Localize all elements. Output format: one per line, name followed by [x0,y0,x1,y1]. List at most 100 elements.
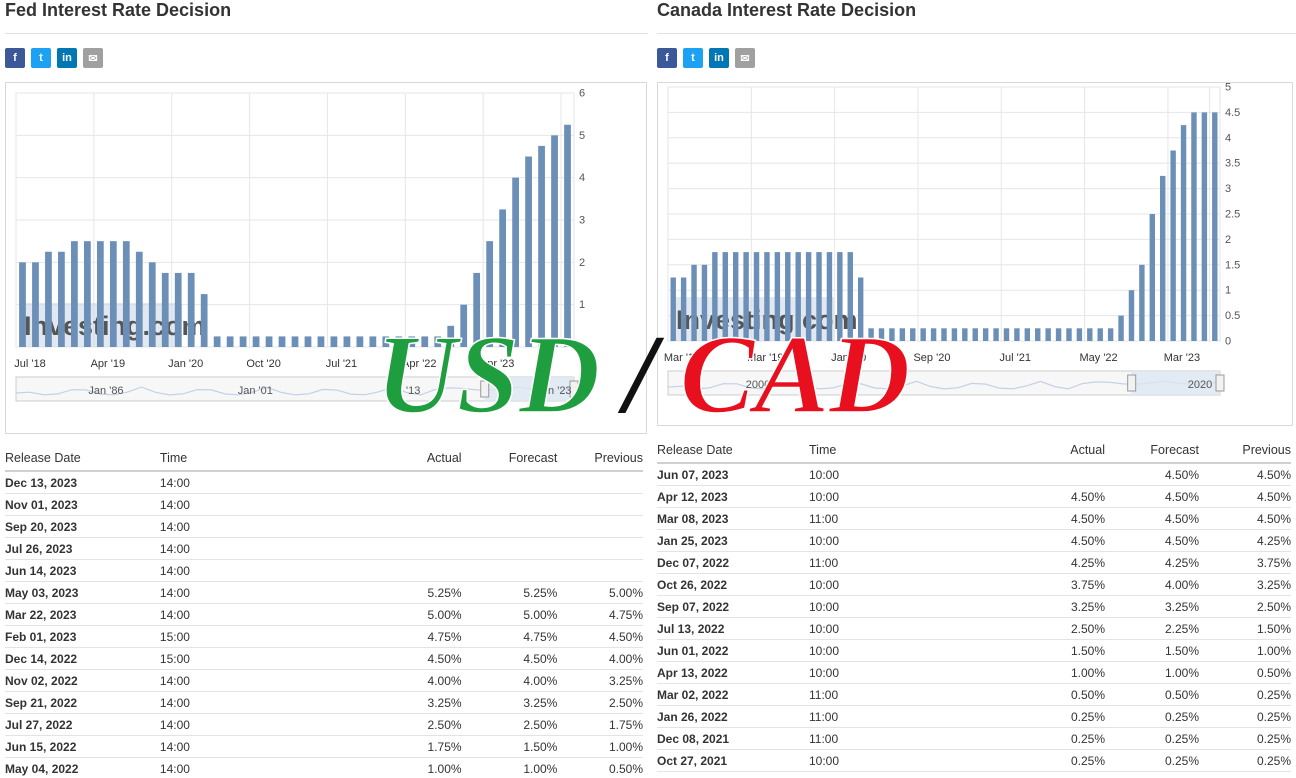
rate-bar[interactable] [1139,264,1145,341]
rate-bar[interactable] [525,156,532,348]
rate-bar[interactable] [1066,328,1072,341]
rate-bar[interactable] [408,336,416,347]
navigator-handle[interactable] [569,380,579,398]
twitter-icon[interactable]: t [683,48,703,68]
rate-bar[interactable] [680,277,687,342]
rate-bar[interactable] [135,251,143,347]
rate-bar[interactable] [722,252,728,341]
rate-bar[interactable] [1087,328,1093,341]
rate-bar[interactable] [753,252,760,341]
rate-bar[interactable] [1128,290,1135,341]
rate-bar[interactable] [317,336,325,347]
rate-bar[interactable] [32,262,39,347]
rate-bar[interactable] [161,272,169,347]
rate-bar[interactable] [764,252,770,341]
rate-bar[interactable] [962,328,968,341]
twitter-icon[interactable]: t [31,48,51,68]
rate-bar[interactable] [712,252,718,341]
header-previous[interactable]: Previous [1199,438,1291,464]
rate-bar[interactable] [356,336,364,347]
rate-bar[interactable] [1118,315,1124,341]
rate-bar[interactable] [71,241,78,347]
rate-bar[interactable] [805,252,812,341]
rate-bar[interactable] [1097,328,1103,341]
rate-bar[interactable] [1201,112,1208,342]
rate-bar[interactable] [538,145,545,347]
rate-bar[interactable] [878,328,885,341]
rate-bar[interactable] [291,336,299,347]
rate-bar[interactable] [1014,328,1020,341]
rate-bar[interactable] [1003,328,1010,341]
rate-bar[interactable] [187,272,195,347]
header-time[interactable]: Time [159,446,242,472]
rate-bar[interactable] [83,241,91,347]
header-actual[interactable]: Actual [241,446,462,472]
rate-bar[interactable] [421,336,429,347]
rate-bar[interactable] [910,328,916,341]
header-previous[interactable]: Previous [557,446,643,472]
rate-bar[interactable] [382,336,390,347]
rate-bar[interactable] [1107,328,1114,341]
rate-bar[interactable] [857,277,864,342]
header-forecast[interactable]: Forecast [461,446,558,472]
rate-bar[interactable] [785,252,791,341]
email-icon[interactable]: ✉ [83,48,103,68]
rate-bar[interactable] [701,264,708,341]
rate-bar[interactable] [58,251,65,347]
rate-bar[interactable] [868,328,874,341]
rate-bar[interactable] [1149,214,1156,341]
rate-bar[interactable] [447,325,455,347]
navigator-selection[interactable] [484,377,574,401]
rate-bar[interactable] [226,336,234,347]
rate-bar[interactable] [252,336,260,347]
rate-bar[interactable] [96,241,104,347]
linkedin-icon[interactable]: in [709,48,729,68]
rate-bar[interactable] [1160,175,1166,341]
rate-bar[interactable] [122,241,130,347]
navigator-selection[interactable] [1131,371,1220,395]
linkedin-icon[interactable]: in [57,48,77,68]
email-icon[interactable]: ✉ [735,48,755,68]
rate-bar[interactable] [1024,328,1031,341]
rate-bar[interactable] [691,264,697,341]
rate-bar[interactable] [395,336,403,347]
rate-bar[interactable] [826,252,833,341]
header-forecast[interactable]: Forecast [1105,438,1199,464]
rate-bar[interactable] [972,328,978,341]
rate-bar[interactable] [460,304,468,347]
rate-bar[interactable] [343,336,351,347]
rate-bar[interactable] [109,241,117,347]
rate-bar[interactable] [1076,328,1083,341]
rate-bar[interactable] [434,336,442,347]
rate-bar[interactable] [1191,112,1197,342]
rate-bar[interactable] [213,336,221,347]
rate-bar[interactable] [670,277,676,342]
rate-bar[interactable] [795,252,801,341]
rate-bar[interactable] [265,336,273,347]
rate-bar[interactable] [743,252,749,341]
rate-bar[interactable] [239,336,247,347]
rate-bar[interactable] [174,272,182,347]
rate-bar[interactable] [993,328,999,341]
rate-bar[interactable] [1212,112,1218,342]
rate-bar[interactable] [330,336,338,347]
header-time[interactable]: Time [809,438,889,464]
rate-bar[interactable] [19,262,26,347]
rate-bar[interactable] [512,177,519,347]
facebook-icon[interactable]: f [5,48,25,68]
rate-bar[interactable] [847,252,853,341]
navigator-handle[interactable] [480,380,490,398]
facebook-icon[interactable]: f [657,48,677,68]
rate-bar[interactable] [304,336,312,347]
navigator-handle[interactable] [1215,374,1225,392]
rate-bar[interactable] [499,209,507,347]
rate-bar[interactable] [774,252,781,341]
rate-bar[interactable] [148,262,156,347]
navigator-handle[interactable] [1127,374,1137,392]
rate-bar[interactable] [1035,328,1041,341]
rate-bar[interactable] [1045,328,1051,341]
rate-bar[interactable] [1180,125,1187,341]
rate-bar[interactable] [564,124,571,347]
rate-bar[interactable] [951,328,958,341]
rate-bar[interactable] [982,328,989,341]
